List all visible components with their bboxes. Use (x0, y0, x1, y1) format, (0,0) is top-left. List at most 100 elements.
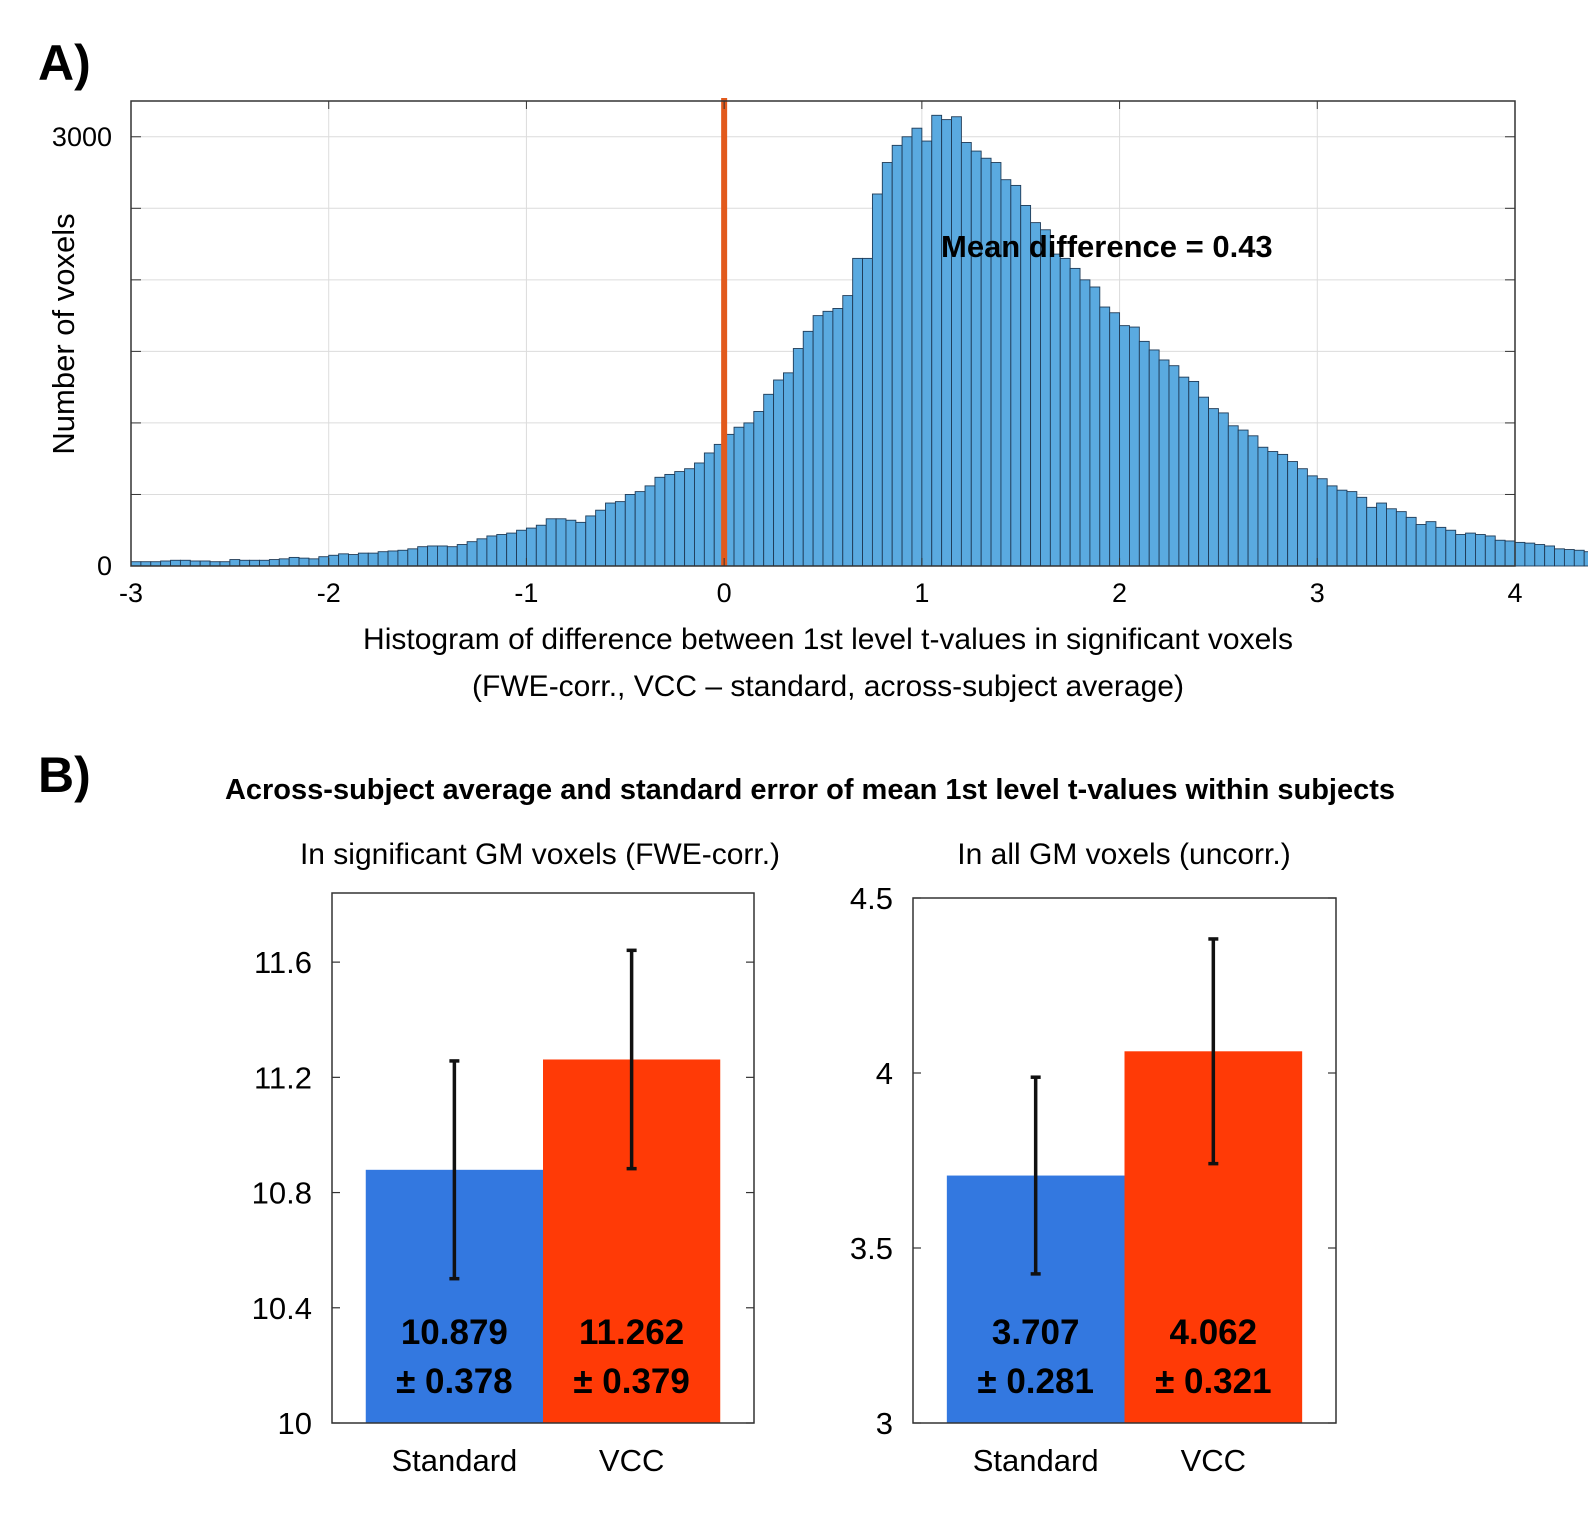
histogram-x-tick-label: 0 (717, 578, 732, 608)
histogram-bar (229, 559, 241, 567)
histogram-bar (624, 494, 636, 567)
histogram-bar (278, 558, 290, 567)
histogram-bar (1109, 312, 1121, 567)
histogram-bar (822, 310, 834, 567)
histogram-bar (239, 559, 251, 567)
left-chart-error-label: ± 0.379 (573, 1362, 690, 1401)
histogram-bar (891, 144, 903, 567)
histogram-bar (1277, 453, 1289, 567)
left-chart-y-tick-label: 10.8 (252, 1176, 312, 1211)
histogram-bar (1435, 526, 1447, 567)
histogram-bar (1069, 267, 1081, 567)
histogram-bar (189, 560, 201, 567)
right-chart-y-tick-label: 3 (876, 1406, 893, 1441)
histogram-bar (535, 524, 547, 567)
histogram-x-tick-label: 1 (914, 578, 929, 608)
right-chart-error-label: ± 0.321 (1155, 1362, 1272, 1401)
histogram-bar (1494, 539, 1506, 567)
histogram-bar (595, 509, 606, 567)
panel-b-headline: Across-subject average and standard erro… (225, 774, 1395, 806)
right-chart-y-tick-label: 3.5 (850, 1231, 893, 1266)
histogram-bar (1129, 326, 1140, 567)
histogram-bar (684, 468, 695, 567)
histogram-bar (417, 546, 429, 567)
histogram-bar (298, 557, 310, 567)
histogram-bar (1465, 532, 1476, 567)
histogram-bar (585, 515, 597, 567)
histogram-x-tick-label: -2 (317, 578, 341, 608)
panel-b-label: B) (38, 747, 91, 803)
histogram-bar (1455, 534, 1467, 567)
histogram-ticks: -3 -2 -1 0 1 2 3 4 0 3000 (52, 101, 1523, 608)
histogram-bar (1227, 425, 1239, 567)
histogram-bar (1395, 511, 1407, 567)
histogram-x-tick-label: 2 (1112, 578, 1127, 608)
histogram-bar (1316, 478, 1328, 567)
histogram-bar (1306, 475, 1318, 567)
histogram-caption-line1: Histogram of difference between 1st leve… (363, 623, 1293, 656)
histogram-bar (516, 529, 527, 567)
histogram-bar (1178, 376, 1190, 567)
histogram-x-tick-label: -3 (119, 578, 143, 608)
histogram-bar (694, 462, 705, 567)
histogram-bar (308, 558, 320, 567)
histogram-bar (703, 452, 715, 567)
histogram-bar (1475, 534, 1486, 567)
histogram-bar (1119, 325, 1130, 567)
histogram-bar (476, 538, 488, 567)
histogram-bar (1445, 529, 1457, 567)
histogram-bar (496, 534, 508, 567)
histogram-bar (773, 379, 784, 567)
histogram-bar (1148, 349, 1160, 567)
histogram-bar (407, 548, 419, 567)
right-bar-chart: 3.707 ± 0.281 Standard 4.062 ± 0.321 VCC 3 3.5 4… (850, 881, 1337, 1478)
histogram-bar (1168, 365, 1180, 567)
histogram-bar (951, 116, 962, 567)
histogram-bar (466, 541, 478, 567)
histogram-bar (367, 552, 379, 567)
panel-a-label: A) (38, 35, 91, 91)
histogram-x-tick-label: 4 (1507, 578, 1522, 608)
left-chart-category-label: VCC (599, 1443, 664, 1478)
histogram-bar (1534, 544, 1546, 567)
histogram-bar (1267, 451, 1279, 567)
histogram-bar (1554, 548, 1565, 567)
histogram-bar (575, 521, 587, 567)
histogram-bar (1366, 506, 1378, 567)
right-chart-y-tick-label: 4 (876, 1056, 893, 1091)
histogram-bar (506, 532, 517, 567)
histogram-bar (1247, 435, 1259, 567)
histogram-bar (743, 422, 755, 567)
histogram-bar (328, 554, 340, 567)
histogram-bar (486, 535, 498, 567)
right-chart-value-label: 3.707 (992, 1313, 1080, 1352)
right-chart-y-tick-label: 4.5 (850, 881, 893, 916)
histogram-bar (901, 136, 913, 567)
left-chart-value-label: 11.262 (579, 1313, 684, 1352)
histogram-bar (1237, 429, 1249, 567)
histogram-bar (1257, 446, 1269, 567)
right-chart-category-label: VCC (1181, 1443, 1246, 1478)
histogram-bar (1514, 541, 1526, 567)
histogram-bar (545, 518, 557, 567)
histogram-bar (1415, 524, 1427, 567)
histogram-bar (842, 295, 854, 567)
histogram-bar (1524, 542, 1536, 567)
histogram-bar (357, 552, 369, 567)
histogram-bar (1198, 396, 1209, 567)
histogram-bar (1217, 412, 1229, 567)
histogram-bar (565, 519, 577, 567)
left-chart-y-tick-label: 11.6 (254, 945, 312, 980)
histogram-caption-line2: (FWE-corr., VCC – standard, across-subje… (472, 670, 1184, 703)
histogram-bar (179, 559, 191, 567)
histogram-bar (1049, 253, 1061, 567)
histogram-bar (634, 491, 646, 567)
right-chart-value-label: 4.062 (1170, 1313, 1258, 1352)
histogram-bar (763, 393, 775, 567)
histogram-bar (525, 527, 537, 567)
histogram-bar (1405, 516, 1417, 567)
histogram-y-tick-label: 3000 (52, 122, 112, 152)
histogram-bar (990, 162, 1002, 567)
left-bar-chart: 10.879 ± 0.378 Standard 11.262 ± 0.379 VCC 10 1… (252, 892, 755, 1478)
